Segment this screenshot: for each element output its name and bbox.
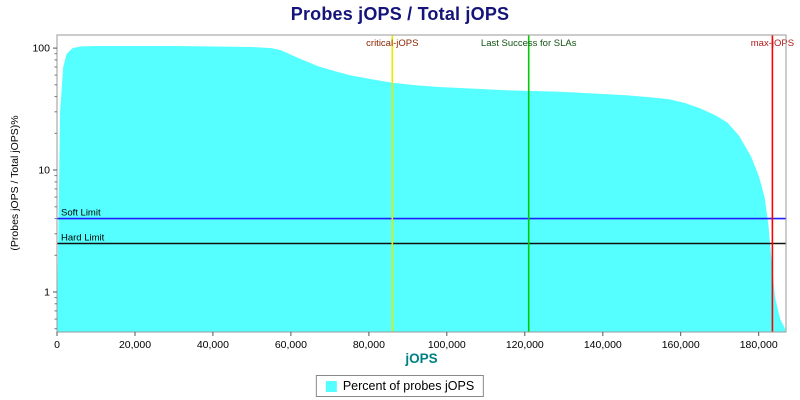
max-jops-label: max-jOPS	[751, 38, 794, 49]
legend-swatch	[325, 380, 337, 392]
y-axis-title: (Probes jOPS / Total jOPS)%	[9, 115, 21, 251]
y-tick-label: 100	[32, 43, 50, 55]
x-tick-label: 180,000	[740, 339, 778, 351]
x-tick-label: 20,000	[119, 339, 151, 351]
x-tick-label: 60,000	[275, 339, 307, 351]
x-axis-title: jOPS	[405, 351, 438, 366]
last-success-for-slas-label: Last Success for SLAs	[481, 38, 577, 49]
x-tick-label: 120,000	[506, 339, 544, 351]
legend: Percent of probes jOPS	[315, 375, 485, 397]
x-tick-label: 140,000	[584, 339, 622, 351]
y-tick-label: 10	[38, 165, 50, 177]
x-tick-label: 40,000	[197, 339, 229, 351]
area-series-percent-of-probes-jops	[57, 46, 786, 332]
chart-title: Probes jOPS / Total jOPS	[290, 4, 510, 24]
x-tick-label: 100,000	[428, 339, 466, 351]
plot-border	[56, 34, 787, 333]
x-tick-label: 160,000	[662, 339, 700, 351]
x-tick-label: 0	[54, 339, 60, 351]
y-tick-label: 1	[44, 287, 50, 299]
critical-jops-label: critical-jOPS	[366, 38, 418, 49]
soft-limit-label: Soft Limit	[61, 208, 101, 219]
legend-label: Percent of probes jOPS	[342, 379, 475, 393]
hard-limit-label: Hard Limit	[61, 233, 105, 244]
x-tick-label: 80,000	[353, 339, 385, 351]
